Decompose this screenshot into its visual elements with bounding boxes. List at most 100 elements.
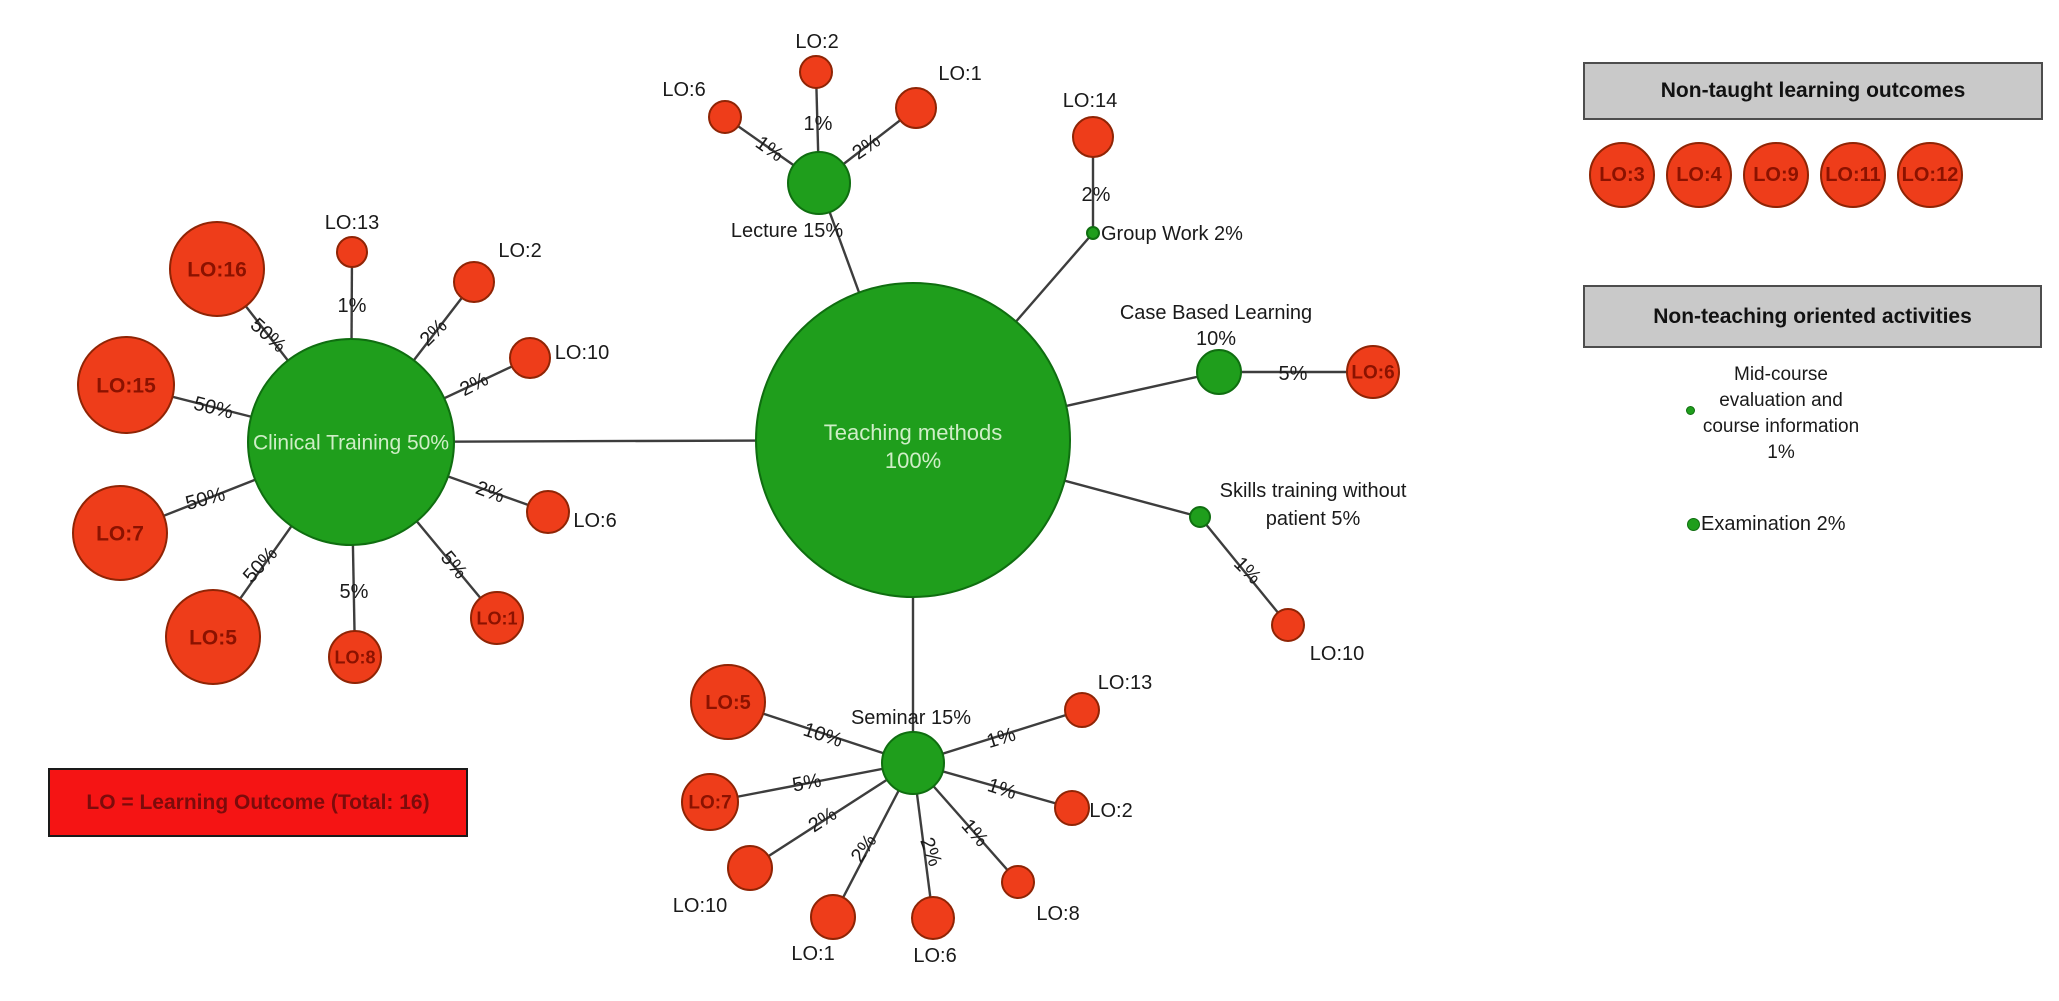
non-taught-outcome-circle: LO:3 xyxy=(1589,142,1655,208)
node-slo1 xyxy=(810,894,856,940)
node-label-slo7: LO:7 xyxy=(688,793,731,814)
midcourse-line: 1% xyxy=(1767,442,1795,463)
examination-label: Examination 2% xyxy=(1701,513,1846,535)
node-label-clo5: LO:5 xyxy=(189,626,237,649)
node-llo1 xyxy=(895,87,937,129)
non-taught-outcomes-row: LO:3 LO:4 LO:9 LO:11 LO:12 xyxy=(1589,142,1963,208)
node-label-clo7: LO:7 xyxy=(96,522,144,545)
node-label-clo1: LO:1 xyxy=(476,608,517,628)
lo-label: LO:4 xyxy=(1676,163,1722,186)
midcourse-line: evaluation and xyxy=(1719,390,1843,411)
graph-label: LO:6 xyxy=(573,510,616,532)
graph-label: 10% xyxy=(800,719,845,752)
graph-label: 10% xyxy=(1196,328,1236,350)
node-label-slo5: LO:5 xyxy=(705,692,751,714)
graph-label: 2% xyxy=(915,835,946,870)
non-teaching-header-label: Non-teaching oriented activities xyxy=(1653,304,1972,328)
non-taught-header-label: Non-taught learning outcomes xyxy=(1660,79,1966,102)
graph-label: Seminar 15% xyxy=(851,707,971,729)
graph-label: LO:13 xyxy=(1098,672,1152,694)
legend-box: LO = Learning Outcome (Total: 16) xyxy=(48,768,468,837)
node-sklo10 xyxy=(1271,608,1305,642)
examination-activity: Examination 2% xyxy=(1687,513,1846,536)
lo-label: LO:11 xyxy=(1825,163,1881,186)
graph-label: LO:10 xyxy=(555,342,609,364)
graph-label: 2% xyxy=(416,315,452,351)
midcourse-dot xyxy=(1686,406,1695,415)
graph-label: Skills training without xyxy=(1220,480,1407,502)
graph-label: LO:2 xyxy=(498,240,541,262)
node-slo7 xyxy=(681,773,739,831)
graph-label: Case Based Learning xyxy=(1120,302,1312,324)
edge-seminar-slo7 xyxy=(709,761,914,804)
graph-label: 5% xyxy=(791,770,824,797)
node-clo8 xyxy=(328,630,382,684)
node-label-clo15: LO:15 xyxy=(96,374,156,397)
node-slo6 xyxy=(911,896,955,940)
graph-label: LO:10 xyxy=(1310,643,1364,665)
node-seminar xyxy=(881,731,945,795)
non-taught-outcome-circle: LO:12 xyxy=(1897,142,1963,208)
graph-label: 2% xyxy=(456,368,492,401)
node-clinical xyxy=(247,338,455,546)
non-taught-outcome-circle: LO:11 xyxy=(1820,142,1886,208)
node-groupwork xyxy=(1086,226,1100,240)
graph-label: LO:1 xyxy=(791,943,834,965)
graph-label: 5% xyxy=(340,581,369,603)
node-llo6 xyxy=(708,100,742,134)
node-label-clo8: LO:8 xyxy=(334,647,375,667)
graph-label: Group Work 2% xyxy=(1101,223,1243,245)
node-label-cbllo6: LO:6 xyxy=(1351,363,1394,384)
graph-label: LO:2 xyxy=(795,31,838,53)
node-clo10 xyxy=(509,337,551,379)
graph-label: 50% xyxy=(191,393,235,424)
graph-label: 50% xyxy=(246,314,291,357)
graph-label: 50% xyxy=(183,483,228,515)
node-cbllo6 xyxy=(1346,345,1400,399)
graph-label: 2% xyxy=(1082,184,1111,206)
node-clo2 xyxy=(453,261,495,303)
node-teaching xyxy=(755,282,1071,598)
midcourse-line: Mid-course xyxy=(1734,364,1828,385)
graph-label: 1% xyxy=(338,295,367,317)
node-lo14 xyxy=(1072,116,1114,158)
lo-label: LO:3 xyxy=(1599,163,1645,186)
node-skills xyxy=(1189,506,1211,528)
graph-label: LO:14 xyxy=(1063,90,1117,112)
graph-label: patient 5% xyxy=(1266,508,1361,530)
lo-label: LO:9 xyxy=(1753,163,1799,186)
non-taught-outcome-circle: LO:9 xyxy=(1743,142,1809,208)
graph-label: LO:6 xyxy=(662,79,705,101)
node-clo13 xyxy=(336,236,368,268)
graph-label: LO:1 xyxy=(938,63,981,85)
node-label-teaching: Teaching methods xyxy=(824,420,1003,445)
graph-label: 1% xyxy=(985,774,1019,804)
legend-label: LO = Learning Outcome (Total: 16) xyxy=(86,790,430,814)
graph-label: 1% xyxy=(751,132,787,167)
node-clo15 xyxy=(77,336,175,434)
node-clo7 xyxy=(72,485,168,581)
node-label-teaching: 100% xyxy=(885,448,941,473)
node-slo2 xyxy=(1054,790,1090,826)
node-slo8 xyxy=(1001,865,1035,899)
graph-label: 1% xyxy=(804,113,833,135)
graph-label: 1% xyxy=(984,723,1018,753)
graph-label: LO:6 xyxy=(913,945,956,967)
node-clo5 xyxy=(165,589,261,685)
examination-dot xyxy=(1687,518,1700,531)
node-clo6 xyxy=(526,490,570,534)
graph-label: LO:10 xyxy=(673,895,727,917)
edge-seminar-slo10 xyxy=(749,761,914,870)
non-teaching-header: Non-teaching oriented activities xyxy=(1583,285,2042,348)
node-label-clinical: Clinical Training 50% xyxy=(253,431,449,454)
node-slo10 xyxy=(727,845,773,891)
edge-skills-sklo10 xyxy=(1199,516,1289,626)
node-clo1 xyxy=(470,591,524,645)
graph-label: LO:2 xyxy=(1089,800,1132,822)
graph-label: 5% xyxy=(1279,363,1308,385)
node-clo16 xyxy=(169,221,265,317)
midcourse-line: course information xyxy=(1702,416,1860,437)
node-cbl xyxy=(1196,349,1242,395)
node-llo2 xyxy=(799,55,833,89)
